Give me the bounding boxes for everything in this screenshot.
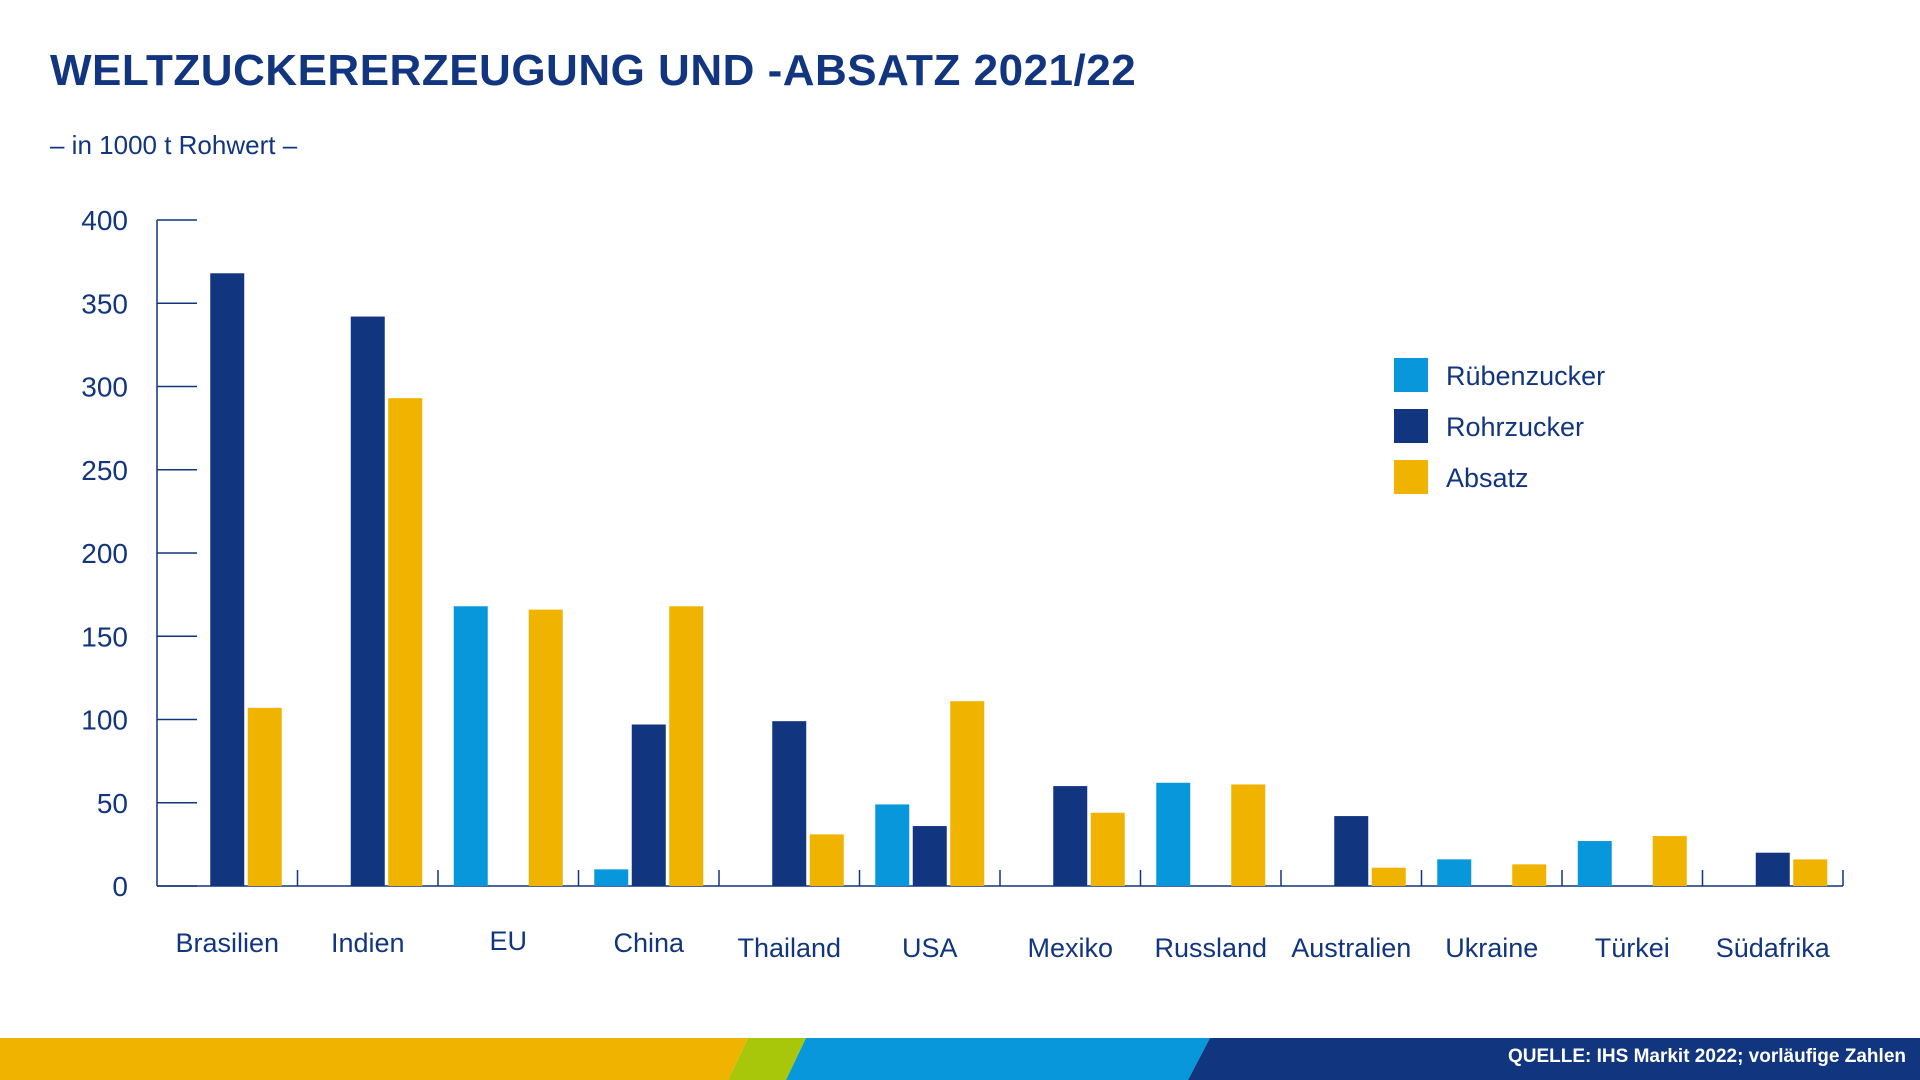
bar-rohrzucker-indien <box>350 316 385 886</box>
bar-absatz-türkei <box>1652 836 1687 886</box>
y-tick-label: 400 <box>81 205 128 236</box>
footer-band-lightblue <box>786 1038 1210 1080</box>
bar-rübenzucker-türkei <box>1577 841 1612 886</box>
y-tick-label: 0 <box>112 871 128 902</box>
bar-rohrzucker-südafrika <box>1755 852 1790 886</box>
bar-rohrzucker-mexiko <box>1053 786 1088 886</box>
bars <box>210 273 1828 886</box>
x-category-label: USA <box>902 933 958 963</box>
legend-swatch-absatz <box>1394 460 1428 494</box>
bar-absatz-südafrika <box>1793 859 1828 886</box>
bar-rübenzucker-eu <box>453 606 488 886</box>
x-category-label: Mexiko <box>1027 933 1113 963</box>
bar-absatz-china <box>669 606 704 886</box>
y-tick-label: 150 <box>81 621 128 652</box>
chart-title: WELTZUCKERERZEUGUNG UND -ABSATZ 2021/22 <box>50 46 1137 95</box>
bar-absatz-thailand <box>809 834 844 886</box>
chart-subtitle: – in 1000 t Rohwert – <box>50 130 298 160</box>
legend-swatch-rübenzucker <box>1394 358 1428 392</box>
bar-absatz-brasilien <box>247 707 282 886</box>
bar-rohrzucker-brasilien <box>210 273 245 886</box>
legend-label-absatz: Absatz <box>1446 463 1529 493</box>
x-category-label: Australien <box>1291 933 1411 963</box>
y-tick-label: 350 <box>81 288 128 319</box>
bar-rübenzucker-russland <box>1156 782 1191 886</box>
x-axis: Brasilien Indien EU China Thailand USA Mexiko R… <box>157 870 1844 963</box>
bar-rohrzucker-usa <box>912 826 947 886</box>
x-category-label: China <box>613 928 685 958</box>
x-category-label: Brasilien <box>175 928 279 958</box>
y-tick-label: 300 <box>81 372 128 403</box>
x-category-label: Thailand <box>737 933 841 963</box>
bar-absatz-ukraine <box>1512 864 1547 886</box>
footer-band-darkblue <box>1188 1038 1920 1080</box>
bar-rohrzucker-australien <box>1334 816 1369 886</box>
x-category-label: Russland <box>1154 933 1267 963</box>
bar-absatz-mexiko <box>1090 812 1125 886</box>
bar-rohrzucker-thailand <box>772 721 807 886</box>
bar-absatz-russland <box>1231 784 1266 886</box>
bar-absatz-indien <box>388 398 423 886</box>
x-category-label: Indien <box>331 928 405 958</box>
legend-label-rohrzucker: Rohrzucker <box>1446 412 1584 442</box>
x-category-label: EU <box>489 926 527 956</box>
footer-band-green <box>728 1038 806 1080</box>
bar-absatz-eu <box>528 609 563 886</box>
y-tick-label: 250 <box>81 455 128 486</box>
x-category-label: Südafrika <box>1716 933 1831 963</box>
y-tick-label: 200 <box>81 538 128 569</box>
source-note: QUELLE: IHS Markit 2022; vorläufige Zahl… <box>1507 1046 1906 1067</box>
footer-band <box>0 1038 1920 1080</box>
y-axis: 0 50 100 150 200 250 300 350 400 <box>81 205 197 902</box>
x-category-label: Türkei <box>1595 933 1670 963</box>
legend-label-rübenzucker: Rübenzucker <box>1446 361 1605 391</box>
legend: Rübenzucker Rohrzucker Absatz <box>1394 358 1605 494</box>
bar-rübenzucker-usa <box>875 804 910 886</box>
bar-rübenzucker-ukraine <box>1437 859 1472 886</box>
x-category-label: Ukraine <box>1445 933 1538 963</box>
bar-absatz-australien <box>1371 867 1406 886</box>
bar-rohrzucker-china <box>631 724 666 886</box>
bar-rübenzucker-china <box>594 869 629 886</box>
y-tick-label: 50 <box>97 788 128 819</box>
bar-absatz-usa <box>950 701 985 886</box>
legend-swatch-rohrzucker <box>1394 409 1428 443</box>
bar-chart: 0 50 100 150 200 250 300 350 400 Brasilien Indien… <box>81 205 1844 963</box>
footer-band-yellow <box>0 1038 748 1080</box>
y-tick-label: 100 <box>81 705 128 736</box>
